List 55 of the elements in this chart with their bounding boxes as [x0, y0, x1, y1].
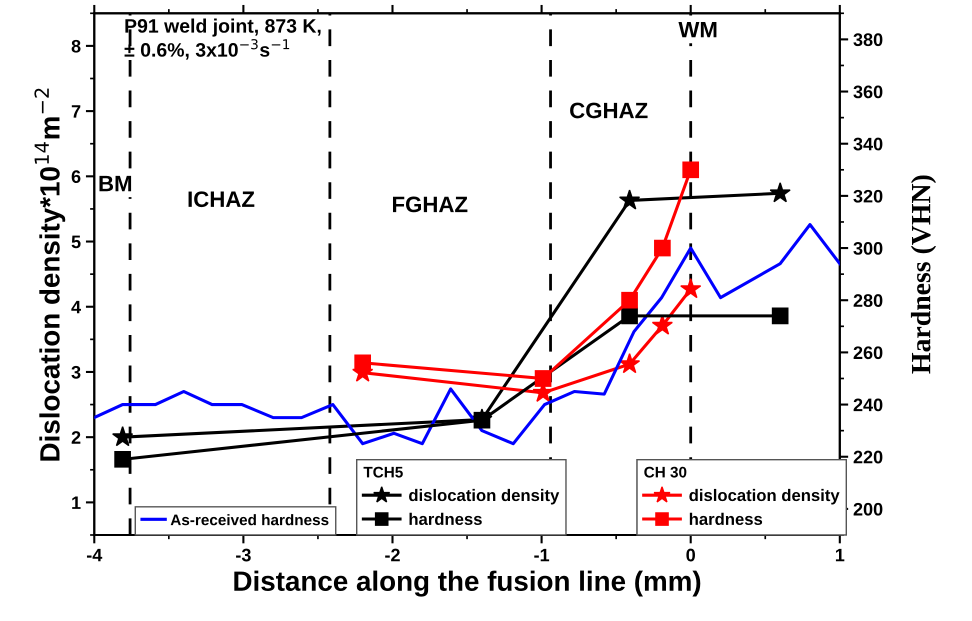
text: CH 30	[644, 466, 686, 478]
y-axis-title: Dislocation density*10$^{14}$m$^{−2}$	[34, 88, 66, 461]
point	[770, 182, 791, 202]
x-tick-label: -2	[385, 548, 400, 562]
y2-tick-label: 220	[854, 450, 882, 464]
y2-tick-label: 340	[853, 138, 882, 150]
y-tick-label: 7	[72, 105, 80, 118]
legend-label: hardness	[410, 512, 482, 526]
point	[618, 189, 640, 210]
legend-label: As-received hardness	[170, 514, 328, 526]
point	[621, 292, 638, 309]
line-series	[94, 223, 840, 446]
y2-tick-label: 380	[853, 33, 882, 46]
point	[618, 353, 640, 374]
point	[654, 240, 671, 256]
annotation: WM	[678, 22, 716, 38]
y2-tick-label: 320	[853, 190, 882, 203]
x-tick-label: -3	[236, 548, 251, 562]
y-tick-label: 4	[71, 300, 81, 314]
annotation: BM	[100, 176, 132, 192]
point	[534, 370, 552, 387]
legend-label: dislocation density	[409, 488, 560, 504]
point	[114, 451, 131, 468]
y-tick-label: 3	[71, 366, 80, 379]
y-tick-label: 8	[72, 40, 81, 53]
x-tick-label: 0	[686, 548, 695, 562]
legend-label: hardness	[690, 512, 762, 526]
point	[621, 308, 638, 324]
x-tick-label: 1	[836, 548, 844, 562]
y2-tick-label: 260	[854, 346, 882, 360]
y2-tick-label: 240	[854, 398, 882, 412]
point	[772, 308, 788, 324]
annotation: CGHAZ	[570, 102, 648, 118]
y2-tick-label: 200	[854, 502, 882, 516]
text: TCH5	[364, 466, 403, 478]
point	[354, 354, 372, 372]
x-tick-label: -1	[534, 548, 550, 562]
y-tick-label: 2	[72, 431, 80, 444]
y2-tick-label: 360	[853, 85, 882, 98]
x-tick-label: -4	[86, 548, 102, 562]
annotation: ICHAZ	[188, 191, 254, 208]
annotation: FGHAZ	[392, 196, 468, 212]
y-tick-label: 1	[72, 496, 81, 509]
point	[474, 412, 490, 429]
point	[682, 161, 700, 178]
y2-axis-title: Hardness (VHN)	[910, 175, 936, 374]
legend-label: dislocation density	[689, 488, 840, 504]
x-axis-title: Distance along the fusion line (mm)	[234, 570, 700, 597]
annotation: P91 weld joint, 873 K, ± 0.6%, 3x10$^{−3}$s$^{−1}$	[124, 18, 321, 60]
y-tick-label: 5	[72, 236, 81, 248]
y-tick-label: 6	[72, 170, 80, 184]
point	[112, 426, 134, 446]
point	[680, 278, 702, 298]
y2-tick-label: 300	[853, 242, 882, 255]
y2-tick-label: 280	[854, 294, 882, 307]
